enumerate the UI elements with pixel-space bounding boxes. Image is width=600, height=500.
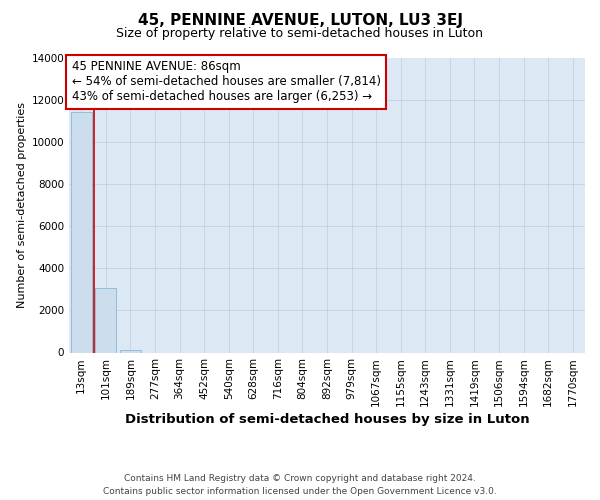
Text: 45, PENNINE AVENUE, LUTON, LU3 3EJ: 45, PENNINE AVENUE, LUTON, LU3 3EJ (137, 12, 463, 28)
Bar (120, 350, 141, 352)
Text: 45 PENNINE AVENUE: 86sqm
← 54% of semi-detached houses are smaller (7,814)
43% o: 45 PENNINE AVENUE: 86sqm ← 54% of semi-d… (71, 60, 380, 104)
X-axis label: Distribution of semi-detached houses by size in Luton: Distribution of semi-detached houses by … (125, 413, 529, 426)
Text: Size of property relative to semi-detached houses in Luton: Size of property relative to semi-detach… (116, 28, 484, 40)
Text: Contains HM Land Registry data © Crown copyright and database right 2024.
Contai: Contains HM Land Registry data © Crown c… (103, 474, 497, 496)
Y-axis label: Number of semi-detached properties: Number of semi-detached properties (17, 102, 27, 308)
Bar (71, 112, 92, 352)
Bar (95, 288, 116, 352)
